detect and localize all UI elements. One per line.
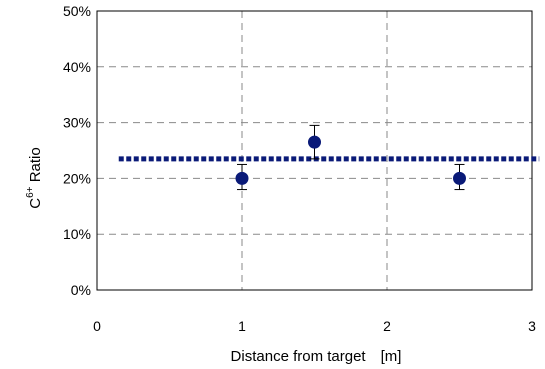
data-points xyxy=(235,124,466,191)
y-axis-tick-labels: 0% 10% 20% 30% 40% 50% xyxy=(63,3,91,298)
y-tick-label: 10% xyxy=(63,226,91,242)
y-axis-title-rest: Ratio xyxy=(27,147,44,186)
data-point xyxy=(235,171,249,185)
y-tick-label: 50% xyxy=(63,3,91,19)
y-tick-label: 30% xyxy=(63,115,91,131)
x-tick-label: 2 xyxy=(383,318,391,334)
data-point xyxy=(308,135,321,149)
y-axis-title-superscript: 6+ xyxy=(25,186,36,198)
x-tick-label: 3 xyxy=(528,318,536,334)
x-axis-title: Distance from target [m] xyxy=(231,348,402,365)
y-axis-title-base: C xyxy=(27,198,44,209)
x-tick-label: 0 xyxy=(93,318,101,334)
y-tick-label: 20% xyxy=(63,170,91,186)
plot-area-frame xyxy=(96,10,533,291)
x-tick-label: 1 xyxy=(238,318,246,334)
y-tick-label: 40% xyxy=(63,59,91,75)
y-axis-title: C6+ Ratio xyxy=(25,147,44,208)
data-point xyxy=(453,171,466,185)
y-tick-label: 0% xyxy=(71,282,91,298)
x-axis-tick-labels: 0 1 2 3 xyxy=(93,318,536,334)
